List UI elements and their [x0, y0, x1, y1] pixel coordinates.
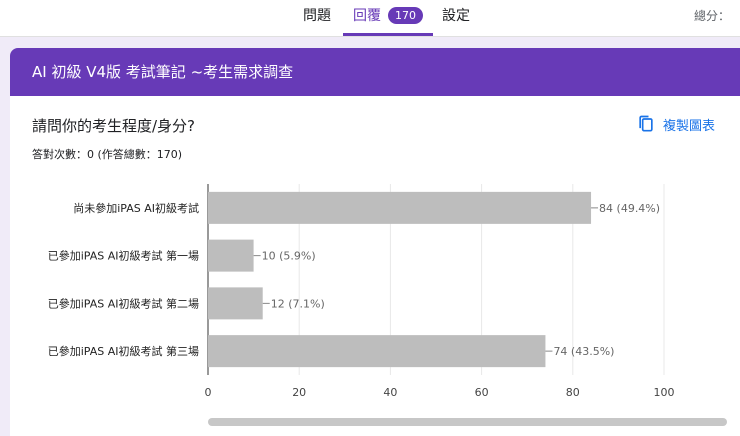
- top-navigation: 問題 回覆 170 設定 總分：: [0, 0, 740, 37]
- total-score-label: 總分：: [693, 9, 730, 23]
- category-label: 已參加iPAS AI初級考試 第一場: [48, 249, 199, 263]
- horizontal-scrollbar[interactable]: [208, 418, 727, 426]
- x-tick-label: 80: [566, 386, 580, 399]
- category-label: 已參加iPAS AI初級考試 第三場: [48, 344, 199, 358]
- tab-responses[interactable]: 回覆 170: [343, 0, 433, 36]
- x-tick-label: 60: [475, 386, 489, 399]
- data-label: 84 (49.4%): [599, 202, 660, 215]
- x-tick-label: 0: [205, 386, 212, 399]
- data-label: 10 (5.9%): [262, 250, 316, 263]
- chart-labels: 0 20 40 60 80 100 84 (49.4%) 尚未參加iPAS AI初級考試 10 …: [48, 201, 675, 399]
- tab-settings[interactable]: 設定: [442, 8, 470, 24]
- category-label: 尚未參加iPAS AI初級考試: [73, 201, 199, 215]
- chart-bars: [208, 191, 592, 368]
- bar: [208, 335, 546, 368]
- bar-chart: 0 20 40 60 80 100 84 (49.4%) 尚未參加iPAS AI初級考試 10 …: [48, 184, 675, 399]
- tab-questions[interactable]: 問題: [303, 8, 331, 24]
- response-count-badge: 170: [388, 7, 423, 24]
- bar: [208, 287, 263, 320]
- form-title: AI 初級 V4版 考試筆記 ~考生需求調查: [32, 63, 294, 81]
- copy-icon: [639, 115, 653, 132]
- bar: [208, 239, 254, 272]
- data-label: 12 (7.1%): [271, 297, 325, 310]
- tab-responses-label: 回覆: [353, 8, 381, 24]
- x-tick-label: 40: [383, 386, 397, 399]
- question-card: 請問你的考生程度/身分? 答對次數：0 (作答總數：170) 複製圖表: [10, 96, 740, 436]
- question-title: 請問你的考生程度/身分?: [32, 117, 196, 135]
- bar: [208, 191, 592, 224]
- category-label: 已參加iPAS AI初級考試 第二場: [48, 296, 199, 310]
- copy-chart-label: 複製圖表: [663, 118, 716, 134]
- question-response-summary: 答對次數：0 (作答總數：170): [32, 148, 183, 161]
- x-tick-label: 20: [292, 386, 306, 399]
- form-title-card: AI 初級 V4版 考試筆記 ~考生需求調查: [10, 48, 740, 96]
- x-tick-label: 100: [654, 386, 675, 399]
- data-label: 74 (43.5%): [553, 345, 614, 358]
- copy-chart-button[interactable]: 複製圖表: [636, 112, 715, 136]
